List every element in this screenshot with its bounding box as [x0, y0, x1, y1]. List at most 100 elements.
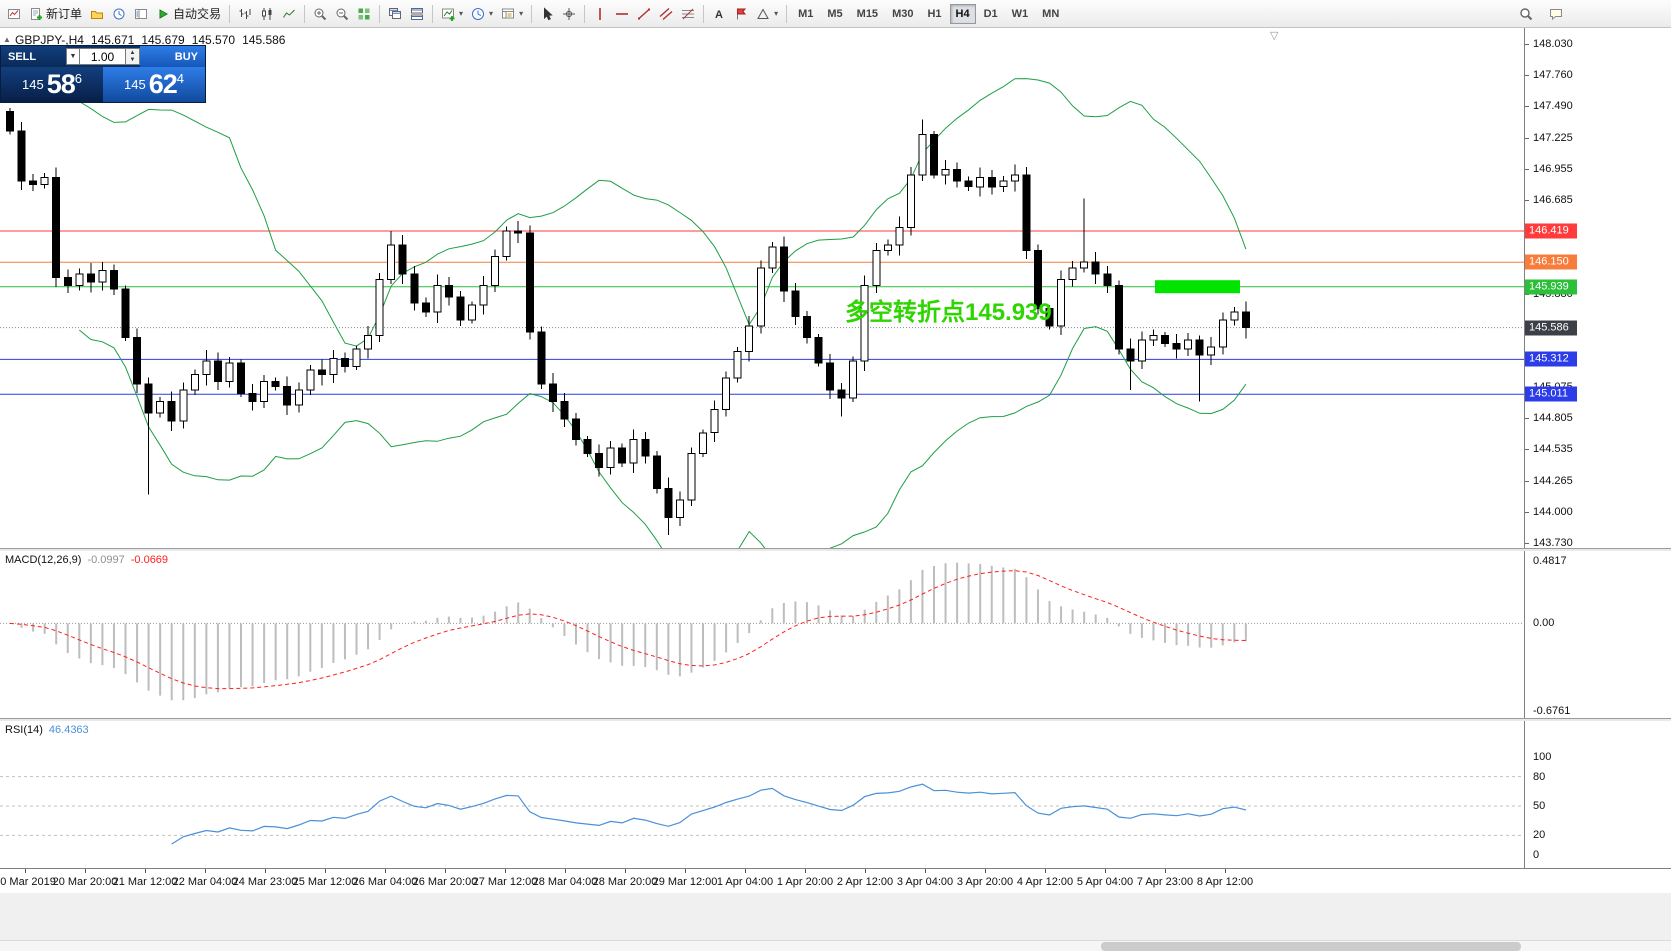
market-watch-icon	[112, 7, 126, 21]
time-axis-label: 5 Apr 04:00	[1076, 876, 1134, 888]
text-button[interactable]: A	[708, 3, 730, 25]
timeframe-m30-button[interactable]: M30	[886, 4, 919, 24]
new-chart-icon	[7, 7, 21, 21]
time-axis-label: 2 Apr 12:00	[836, 876, 894, 888]
crosshair-button[interactable]	[558, 3, 580, 25]
shapes-button[interactable]: ▾	[752, 3, 782, 25]
price-axis-label: 146.685	[1533, 193, 1573, 206]
price-axis[interactable]: 148.030 147.760 147.490 147.225 146.955 146.6…	[1524, 28, 1671, 868]
new-order-icon	[29, 7, 43, 21]
timeframe-m1-button[interactable]: M1	[792, 4, 819, 24]
time-axis-label: 22 Mar 04:00	[172, 876, 238, 888]
new-order-button[interactable]: 新订单	[25, 3, 86, 25]
timeframe-h1-button[interactable]: H1	[921, 4, 947, 24]
chat-button[interactable]	[1545, 3, 1567, 25]
time-tick	[925, 869, 926, 873]
volume-input[interactable]	[80, 48, 126, 65]
scrollbar-thumb[interactable]	[1101, 942, 1521, 951]
arrow-label-button[interactable]	[730, 3, 752, 25]
rsi-axis-label: 50	[1533, 800, 1546, 812]
toolbar-separator	[531, 4, 533, 23]
one-click-collapse-icon[interactable]: ▲	[3, 35, 11, 44]
auto-trading-label: 自动交易	[173, 7, 222, 21]
sell-button[interactable]: SELL	[1, 46, 66, 67]
time-axis-label: 28 Mar 04:00	[532, 876, 598, 888]
chart-annotation-text[interactable]: 多空转折点145.939	[845, 299, 1052, 326]
tile-windows-button[interactable]	[353, 3, 375, 25]
time-axis-label: 28 Mar 20:00	[592, 876, 658, 888]
macd-main-value: -0.0997	[87, 554, 125, 566]
auto-trading-icon	[156, 7, 170, 21]
timeframe-d1-button[interactable]: D1	[978, 4, 1004, 24]
auto-trading-button[interactable]: 自动交易	[152, 3, 225, 25]
cascade-windows-button[interactable]	[384, 3, 406, 25]
vertical-line-button[interactable]	[589, 3, 611, 25]
axis-tick	[1525, 511, 1529, 513]
volume-up-icon[interactable]: ▲	[129, 49, 136, 56]
time-axis[interactable]: 20 Mar 2019 20 Mar 20:00 21 Mar 12:00 22 Ma…	[0, 868, 1671, 893]
line-chart-icon	[282, 7, 296, 21]
time-tick	[1225, 869, 1226, 873]
navigator-button[interactable]	[130, 3, 152, 25]
arrange-windows-button[interactable]	[406, 3, 428, 25]
timeframe-m5-button[interactable]: M5	[821, 4, 848, 24]
time-tick	[85, 869, 86, 873]
navigator-icon	[134, 7, 148, 21]
rsi-axis-label: 0	[1533, 849, 1540, 861]
macd-axis-label: 0.00	[1533, 617, 1555, 630]
new-chart-button[interactable]	[3, 3, 25, 25]
buy-price-handle: 145	[124, 77, 146, 92]
axis-tick	[1525, 137, 1529, 139]
market-watch-button[interactable]	[108, 3, 130, 25]
axis-tick	[1525, 480, 1529, 482]
time-axis-label: 29 Mar 12:00	[652, 876, 718, 888]
volume-down-icon[interactable]: ▼	[129, 56, 136, 63]
templates-button[interactable]: ▾	[497, 3, 527, 25]
horizontal-scrollbar[interactable]	[0, 940, 1671, 951]
zoom-in-button[interactable]	[309, 3, 331, 25]
profiles-icon	[90, 7, 104, 21]
line-chart-button[interactable]	[278, 3, 300, 25]
candle-chart-button[interactable]	[256, 3, 278, 25]
volume-stepper[interactable]: ▲ ▼	[126, 48, 140, 65]
timeframe-m15-button[interactable]: M15	[851, 4, 884, 24]
timeframe-h4-button[interactable]: H4	[949, 3, 976, 24]
rsi-chart	[0, 776, 1524, 845]
rsi-name: RSI(14)	[5, 724, 43, 736]
bar-chart-button[interactable]	[234, 3, 256, 25]
price-axis-label: 147.225	[1533, 131, 1573, 144]
chevron-down-icon: ▾	[519, 9, 524, 18]
volume-dropdown-icon[interactable]: ▼	[66, 48, 80, 65]
toolbar-right-icons	[1515, 3, 1567, 25]
arrow-label-icon	[734, 7, 748, 21]
sell-price-button[interactable]: 145 58 6	[1, 67, 103, 102]
panel-splitter[interactable]	[0, 718, 1671, 721]
panel-splitter[interactable]	[0, 548, 1671, 551]
price-axis-label: 148.030	[1533, 38, 1573, 50]
fibonacci-button[interactable]	[677, 3, 699, 25]
chevron-down-icon: ▾	[774, 9, 779, 18]
macd-panel[interactable]: MACD(12,26,9) -0.0997 -0.0669	[0, 551, 1524, 718]
timeframe-w1-button[interactable]: W1	[1006, 4, 1035, 24]
channel-button[interactable]	[655, 3, 677, 25]
time-tick	[445, 869, 446, 873]
buy-button[interactable]: BUY	[140, 46, 205, 67]
axis-tick	[1525, 199, 1529, 201]
periods-button[interactable]: ▾	[467, 3, 497, 25]
trendline-button[interactable]	[633, 3, 655, 25]
text-icon: A	[712, 7, 726, 21]
price-axis-label: 147.760	[1533, 69, 1573, 82]
time-axis-label: 20 Mar 2019	[0, 876, 56, 888]
chart-shift-marker-icon[interactable]: ▽	[1270, 30, 1279, 42]
search-button[interactable]	[1515, 3, 1537, 25]
timeframe-mn-button[interactable]: MN	[1036, 4, 1065, 24]
profiles-button[interactable]	[86, 3, 108, 25]
horizontal-line-button[interactable]	[611, 3, 633, 25]
main-chart-panel[interactable]: ▲ GBPJPY-,H4 145.671 145.679 145.570 145.586…	[0, 28, 1524, 548]
cursor-button[interactable]	[536, 3, 558, 25]
buy-price-button[interactable]: 145 62 4	[103, 67, 205, 102]
rsi-panel[interactable]: RSI(14) 46.4363	[0, 721, 1524, 868]
indicators-button[interactable]: ▾	[437, 3, 467, 25]
svg-text:A: A	[715, 9, 723, 21]
zoom-out-button[interactable]	[331, 3, 353, 25]
